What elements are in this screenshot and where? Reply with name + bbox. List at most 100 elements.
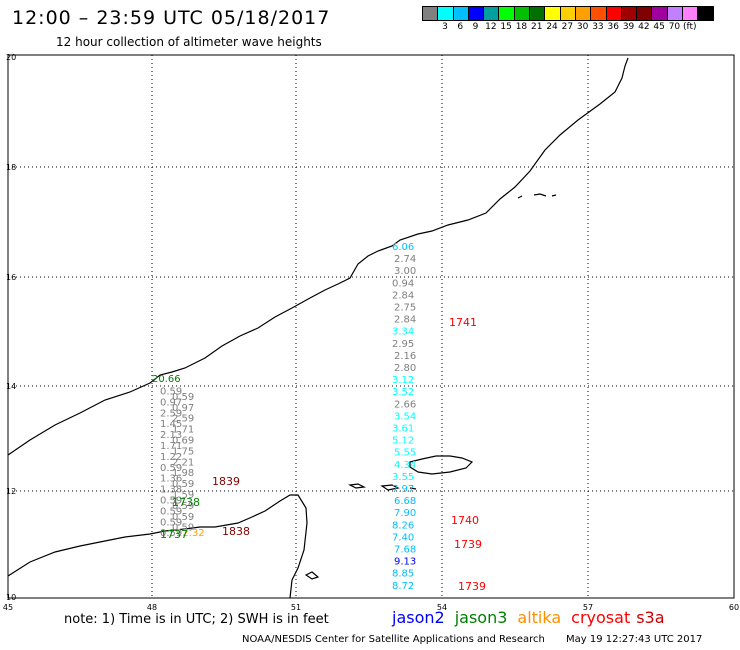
legend-label: 12 — [485, 22, 497, 32]
swh-track-labels: 20.660.590.590.970.972.592.591.451.712.1… — [152, 242, 416, 592]
swh-value-label: 3.55 — [392, 472, 414, 483]
swh-value-label: 1.98 — [172, 468, 194, 479]
pass-time-label: 1739 — [454, 538, 482, 551]
swh-value-label: 2.16 — [394, 351, 416, 362]
swh-value-label: 0.59 — [160, 528, 182, 539]
pass-time-label: 1740 — [451, 514, 479, 527]
somali-coastline — [7, 494, 308, 599]
swh-value-label: 3.54 — [394, 411, 416, 422]
lon-label-60: 60 — [729, 603, 739, 612]
swh-value-label: 7.40 — [392, 532, 414, 543]
lat-label-20: 20 — [6, 53, 16, 62]
swh-value-label: 2.84 — [392, 290, 414, 301]
swh-value-label: 5.12 — [392, 436, 414, 447]
swh-value-label: 3.61 — [392, 424, 414, 435]
satellite-jason3: jason3 — [454, 608, 508, 627]
swh-value-label: 0.94 — [392, 278, 414, 289]
legend-label: 45 — [653, 22, 665, 32]
legend-swatch — [697, 6, 714, 21]
swh-value-label: 2.75 — [394, 303, 416, 314]
legend-label: 9 — [472, 22, 479, 32]
swh-value-label: 1.59 — [172, 490, 194, 501]
lon-label-48: 48 — [147, 603, 157, 612]
swh-value-label: 1.71 — [172, 425, 194, 436]
pass-time-label: 1838 — [222, 525, 250, 538]
color-legend-labels: 3 6 9 12 15 18 21 24 27 30 33 36 39 42 45 70 (ft) — [422, 22, 740, 34]
swh-value-label: 1.71 — [160, 441, 182, 452]
legend-label: 70 — [668, 22, 681, 32]
swh-value-label: 0.59 — [172, 479, 194, 490]
swh-value-label: 6.68 — [394, 496, 416, 507]
swh-value-label: 7.68 — [394, 545, 416, 556]
legend-label: 33 — [592, 22, 604, 32]
samhah-island — [380, 484, 400, 491]
swh-value-label: 9.13 — [394, 557, 416, 568]
swh-value-label: 20.66 — [152, 374, 181, 385]
pass-time-labels: 1741 1839 1738 1737 1838 1740 1739 1739 — [160, 316, 486, 593]
swh-value-label: 0.59 — [172, 523, 194, 534]
swh-value-label: 12.32 — [176, 528, 205, 539]
swh-value-label: 1.75 — [172, 446, 194, 457]
legend-label: 39 — [622, 22, 635, 32]
legend-label: (ft) — [682, 22, 697, 32]
lat-label-14: 14 — [6, 382, 16, 391]
pass-time-label: 1739 — [458, 580, 486, 593]
swh-value-label: 5.55 — [394, 448, 416, 459]
swh-value-label: 0.59 — [172, 501, 194, 512]
swh-value-label: 3.12 — [392, 375, 414, 386]
legend-label: 18 — [515, 22, 528, 32]
somali-coast-cape — [304, 571, 320, 580]
swh-value-label: 3.00 — [394, 266, 416, 277]
swh-value-label: 8.26 — [392, 520, 414, 531]
legend-label: 24 — [546, 22, 558, 32]
swh-value-label: 4.34 — [394, 460, 416, 471]
swh-value-label: 0.59 — [160, 463, 182, 474]
lat-label-18: 18 — [6, 163, 16, 172]
swh-value-label: 3.34 — [392, 327, 414, 338]
swh-value-label: 1.22 — [160, 452, 182, 463]
legend-label: 6 — [457, 22, 464, 32]
swh-value-label: 2.59 — [160, 408, 182, 419]
legend-label: 27 — [561, 22, 574, 32]
map-title: 12:00 – 23:59 UTC 05/18/2017 — [12, 7, 331, 29]
lat-axis-labels: 20 18 16 14 12 10 — [6, 53, 16, 602]
lon-axis-labels: 45 48 51 54 57 60 — [3, 603, 739, 612]
swh-value-label: 8.85 — [392, 569, 414, 580]
swh-value-label: 2.95 — [392, 339, 414, 350]
swh-value-label: 2.66 — [394, 399, 416, 410]
satellite-jason2: jason2 — [392, 608, 445, 627]
credit-time: May 19 12:27:43 UTC 2017 — [566, 634, 703, 645]
pass-time-label: 1741 — [449, 316, 477, 329]
swh-value-label: 1.38 — [160, 485, 182, 496]
swh-value-label: 2.74 — [394, 254, 416, 265]
pass-time-label: 1839 — [212, 475, 240, 488]
color-legend — [422, 6, 714, 21]
graticule — [8, 55, 734, 598]
swh-value-label: 0.59 — [160, 506, 182, 517]
lon-label-57: 57 — [583, 603, 593, 612]
swh-value-label: 2.13 — [160, 430, 182, 441]
swh-value-label: 7.97 — [392, 484, 414, 495]
abd-al-kuri-island — [347, 483, 367, 489]
credit-org: NOAA/NESDIS Center for Satellite Applica… — [242, 634, 545, 645]
legend-label: 30 — [576, 22, 589, 32]
swh-value-label: 0.59 — [172, 392, 194, 403]
swh-value-label: 0.59 — [160, 386, 182, 397]
legend-label: 3 — [442, 22, 448, 32]
swh-value-label: 0.97 — [160, 397, 182, 408]
satellite-cryosat: cryosat — [571, 608, 631, 627]
swh-value-label: 1.45 — [160, 419, 182, 430]
lat-label-12: 12 — [6, 487, 16, 496]
lon-label-51: 51 — [291, 603, 301, 612]
swh-value-label: 6.06 — [392, 242, 414, 253]
guardafui-islet — [409, 487, 417, 490]
swh-value-label: 2.21 — [172, 457, 194, 468]
swh-value-label: 2.59 — [172, 414, 194, 425]
satellite-legend: jason2 jason3 altika cryosat s3a — [392, 608, 675, 627]
satellite-s3a: s3a — [636, 608, 665, 627]
lat-label-10: 10 — [6, 593, 16, 602]
kuria-muria-islands — [517, 193, 557, 199]
arabian-coastline — [7, 57, 629, 456]
swh-value-label: 0.59 — [160, 517, 182, 528]
